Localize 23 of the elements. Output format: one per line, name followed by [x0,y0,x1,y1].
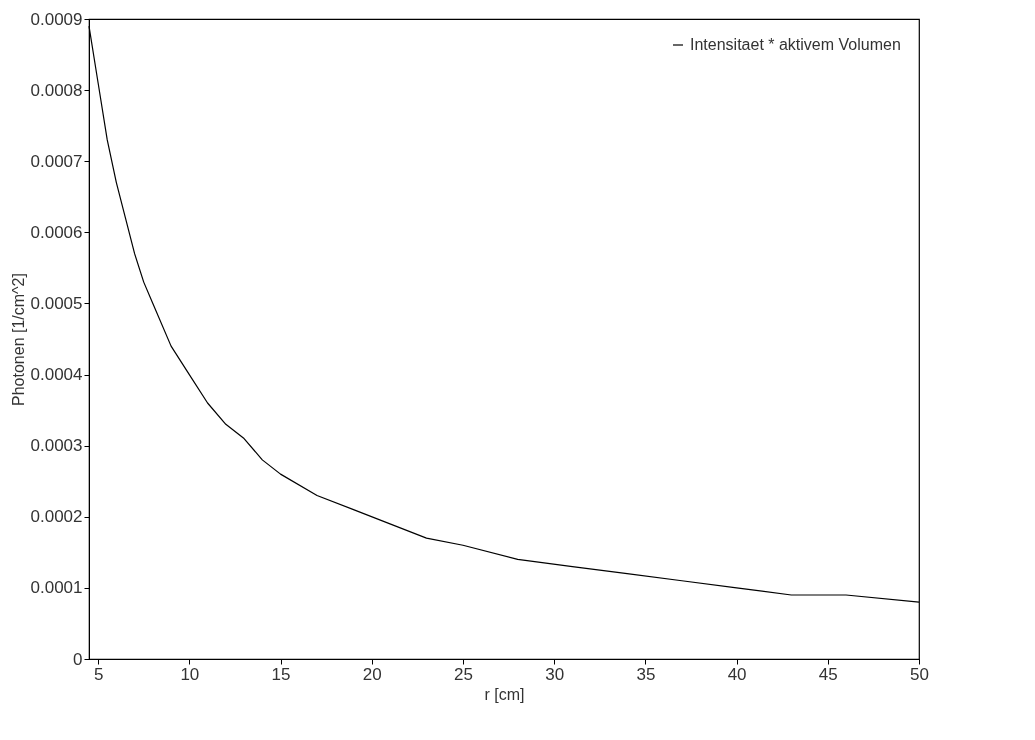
y-tick-label: 0.0006 [30,222,83,242]
legend-label: Intensitaet * aktivem Volumen [690,36,901,53]
x-tick-label: 15 [271,664,291,684]
x-tick-label: 20 [362,664,382,684]
y-tick-label: 0.0009 [30,9,83,29]
x-tick-label: 25 [454,664,473,684]
x-axis-title: r [cm] [484,685,525,703]
x-tick-label: 10 [180,664,200,684]
y-tick-label: 0.0002 [30,507,83,527]
x-tick-label: 50 [910,664,929,684]
y-tick-label: 0 [73,649,83,669]
y-tick-label: 0.0005 [30,293,83,313]
y-tick-label: 0.0008 [30,80,83,100]
x-tick-label: 45 [818,664,838,684]
y-axis-title: Photonen [1/cm^2] [9,273,27,406]
x-tick-label: 5 [93,664,104,684]
y-tick-label: 0.0003 [30,436,83,456]
y-tick-label: 0.0004 [30,365,83,385]
x-tick-label: 40 [727,664,747,684]
y-tick-label: 0.0007 [30,151,83,171]
x-tick-label: 35 [636,664,656,684]
y-tick-label: 0.0001 [30,578,83,598]
x-tick-label: 30 [545,664,565,684]
